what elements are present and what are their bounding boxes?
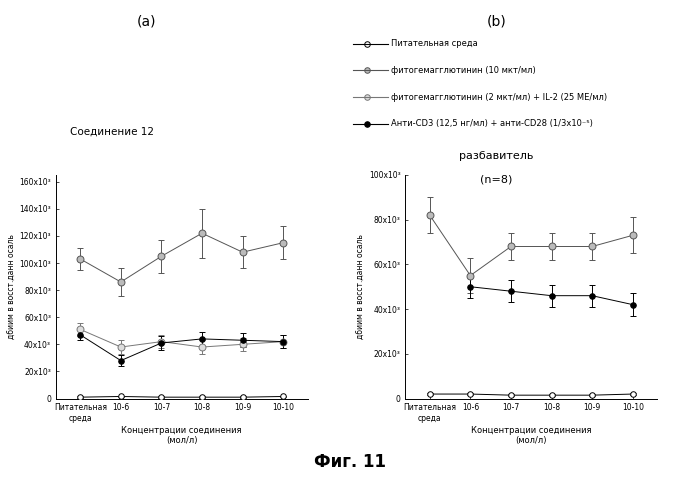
Y-axis label: дбиим в восст.данн осаль: дбиим в восст.данн осаль: [8, 234, 17, 339]
Text: Анти-СD3 (12,5 нг/мл) + анти-СD28 (1/3x10⁻⁵): Анти-СD3 (12,5 нг/мл) + анти-СD28 (1/3x1…: [391, 120, 593, 128]
Text: фитогемагглютинин (10 мкт/мл): фитогемагглютинин (10 мкт/мл): [391, 66, 536, 75]
Text: фитогемагглютинин (2 мкт/мл) + IL-2 (25 МЕ/мл): фитогемагглютинин (2 мкт/мл) + IL-2 (25 …: [391, 93, 607, 102]
Text: Питательная среда: Питательная среда: [391, 39, 478, 48]
X-axis label: Концентрации соединения
(мол/л): Концентрации соединения (мол/л): [471, 426, 591, 445]
X-axis label: Концентрации соединения
(мол/л): Концентрации соединения (мол/л): [122, 426, 242, 445]
Y-axis label: дбиим в восст.данн осаль: дбиим в восст.данн осаль: [357, 234, 366, 339]
Text: (b): (b): [487, 15, 506, 29]
Text: разбавитель: разбавитель: [459, 151, 533, 160]
Text: (a): (a): [137, 15, 157, 29]
Text: (n=8): (n=8): [480, 175, 512, 185]
Text: Фиг. 11: Фиг. 11: [313, 453, 386, 471]
Text: Соединение 12: Соединение 12: [70, 126, 154, 136]
